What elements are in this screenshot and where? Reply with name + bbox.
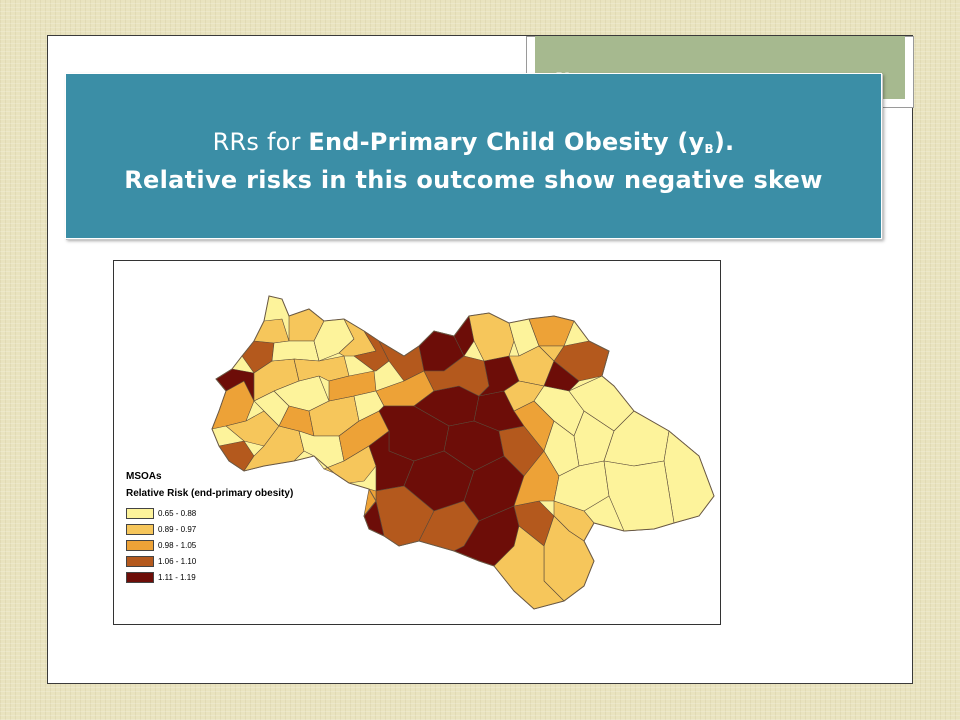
legend-item: 1.11 - 1.19 — [126, 569, 366, 585]
legend-item: 0.98 - 1.05 — [126, 537, 366, 553]
legend-heading: MSOAs — [126, 471, 162, 482]
legend-swatch — [126, 555, 154, 567]
legend-label: 0.65 - 0.88 — [158, 508, 197, 518]
legend-swatch — [126, 507, 154, 519]
title-subscript: B — [704, 142, 714, 156]
title-box: RRs for End-Primary Child Obesity (yB). … — [65, 73, 882, 239]
legend-swatch — [126, 539, 154, 551]
title-bold: End-Primary Child Obesity (y — [308, 128, 705, 156]
choropleth-map-frame: MSOAs Relative Risk (end-primary obesity… — [113, 260, 721, 625]
title-line-2: Relative risks in this outcome show nega… — [124, 166, 823, 194]
legend-label: 0.98 - 1.05 — [158, 540, 197, 550]
legend-item: 0.89 - 0.97 — [126, 521, 366, 537]
choropleth-map — [211, 295, 715, 610]
legend-label: 0.89 - 0.97 — [158, 524, 197, 534]
legend-label: 1.11 - 1.19 — [158, 572, 196, 582]
map-region-west-14 — [293, 355, 350, 382]
legend-item: 1.06 - 1.10 — [126, 553, 366, 569]
legend-label: 1.06 - 1.10 — [158, 556, 197, 566]
map-region-ne-4 — [538, 345, 565, 362]
legend-item: 0.65 - 0.88 — [126, 505, 366, 521]
map-legend: MSOAs Relative Risk (end-primary obesity… — [126, 471, 366, 585]
map-region-west-17 — [298, 430, 345, 470]
title-prefix: RRs for — [212, 128, 309, 156]
legend-items: 0.65 - 0.88 0.89 - 0.97 0.98 - 1.05 1.06… — [126, 505, 366, 585]
map-region-west-11 — [271, 340, 320, 362]
title-suffix: ). — [713, 128, 735, 156]
legend-swatch — [126, 571, 154, 583]
legend-swatch — [126, 523, 154, 535]
map-outline-border — [211, 295, 715, 610]
legend-subheading: Relative Risk (end-primary obesity) — [126, 488, 294, 499]
title-line-1: RRs for End-Primary Child Obesity (yB). — [66, 128, 881, 156]
